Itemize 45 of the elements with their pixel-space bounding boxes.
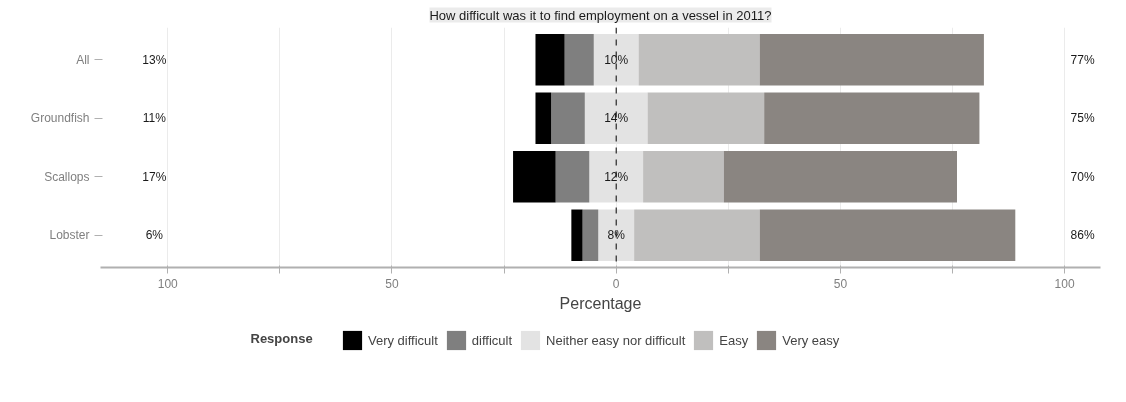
legend-title: Response (250, 331, 313, 346)
annotation: 10% (604, 52, 629, 67)
x-tick-label: 50 (833, 276, 848, 291)
bar (551, 92, 585, 144)
legend-label: difficult (471, 332, 513, 348)
bar (759, 33, 984, 86)
bar (535, 33, 565, 86)
legend-label: Very difficult (368, 332, 438, 348)
bar (535, 92, 552, 144)
bar (764, 92, 980, 144)
y-tick-label: Scallops (44, 169, 90, 184)
x-tick-label: 50 (385, 276, 399, 291)
bar (513, 151, 556, 203)
x-tick-label: 100 (1054, 276, 1075, 291)
annotation: 11% (142, 111, 167, 126)
bar (564, 33, 594, 86)
bar (634, 209, 760, 262)
bar (571, 209, 583, 262)
legend-label: Very easy (782, 332, 840, 348)
bar (643, 151, 724, 203)
bar (582, 209, 599, 262)
annotation: 8% (607, 228, 626, 243)
annotation: 14% (604, 111, 629, 126)
legend-label: Neither easy nor difficult (546, 332, 686, 348)
y-tick-label: All (76, 52, 90, 67)
chart-title: How difficult was it to find employment on a vessel in 2011? (429, 7, 772, 23)
x-tick-label: 0 (612, 276, 620, 291)
annotation: 6% (145, 228, 164, 243)
annotation: 70% (1070, 169, 1095, 184)
x-tick-label: 100 (157, 276, 179, 291)
y-tick-label: Groundfish (30, 111, 90, 126)
annotation: 13% (142, 52, 167, 67)
bar (759, 209, 1016, 262)
annotation: 77% (1070, 52, 1095, 67)
bar (638, 33, 760, 86)
annotation: 17% (142, 169, 167, 184)
x-axis-title: Percentage (559, 294, 642, 312)
bar (723, 151, 957, 203)
y-tick-label: Lobster (49, 228, 90, 243)
bar (555, 151, 590, 203)
annotation: 12% (604, 169, 629, 184)
annotation: 86% (1070, 228, 1095, 243)
annotation: 75% (1070, 111, 1095, 126)
bar (647, 92, 765, 144)
legend-label: Easy (719, 332, 749, 348)
